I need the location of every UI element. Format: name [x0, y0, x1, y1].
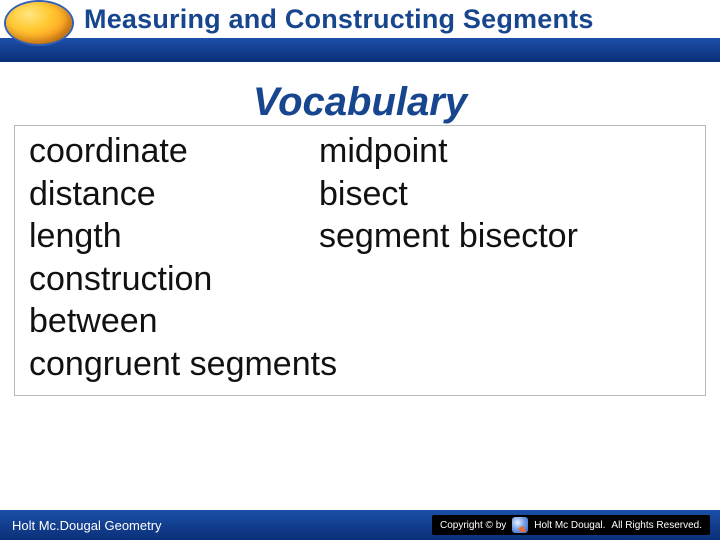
vocab-term-left: between	[29, 300, 319, 343]
page-title: Measuring and Constructing Segments	[84, 4, 594, 35]
publisher-name: Holt Mc Dougal.	[534, 520, 605, 531]
publisher-logo-icon	[512, 517, 528, 533]
footer-bar: Holt Mc.Dougal Geometry Copyright © by H…	[0, 510, 720, 540]
vocab-term-left: length	[29, 215, 319, 258]
footer-copyright-block: Copyright © by Holt Mc Dougal. All Right…	[432, 515, 710, 535]
vocab-row: distance bisect	[29, 173, 691, 216]
vocab-term-left: coordinate	[29, 130, 319, 173]
vocab-row: length segment bisector	[29, 215, 691, 258]
vocab-term-right	[319, 258, 691, 301]
content-region: Vocabulary coordinate midpoint distance …	[0, 72, 720, 508]
vocab-row: between	[29, 300, 691, 343]
vocab-box: coordinate midpoint distance bisect leng…	[14, 125, 706, 396]
vocab-row: construction	[29, 258, 691, 301]
vocab-row: coordinate midpoint	[29, 130, 691, 173]
vocab-term-right	[319, 300, 691, 343]
vocab-term-right: bisect	[319, 173, 691, 216]
vocab-term-left: construction	[29, 258, 319, 301]
vocab-heading: Vocabulary	[14, 80, 706, 125]
vocab-term-right: segment bisector	[319, 215, 691, 258]
vocab-term-full: congruent segments	[29, 343, 691, 386]
header-oval-icon	[6, 2, 72, 44]
vocab-term-right: midpoint	[319, 130, 691, 173]
footer-book-title: Holt Mc.Dougal Geometry	[12, 518, 162, 533]
header-blue-bar	[0, 38, 720, 62]
rights-reserved: All Rights Reserved.	[611, 520, 702, 531]
header-region: Measuring and Constructing Segments	[0, 0, 720, 62]
copyright-prefix: Copyright © by	[440, 520, 506, 531]
vocab-term-left: distance	[29, 173, 319, 216]
